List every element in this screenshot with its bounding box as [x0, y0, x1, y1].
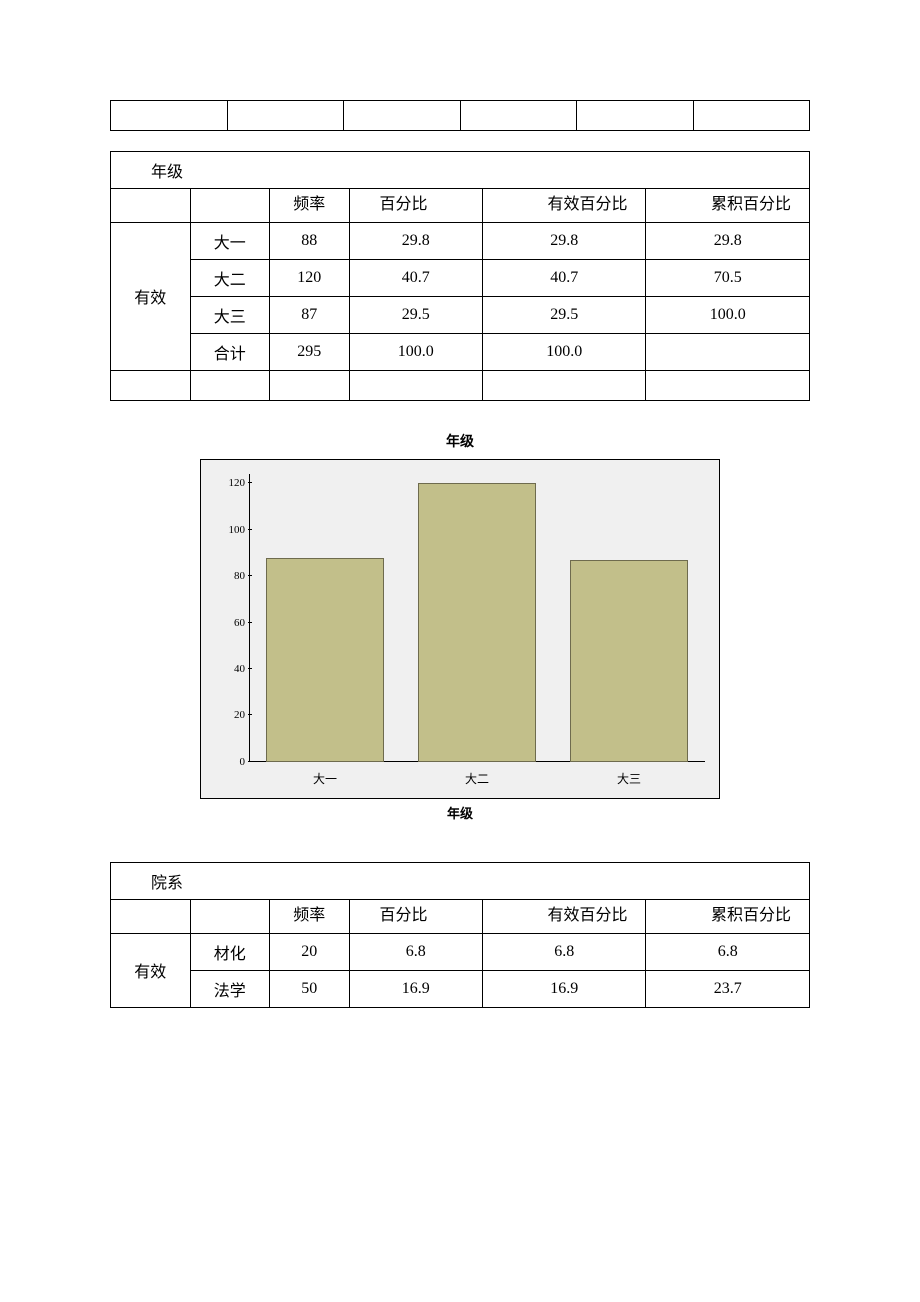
- ytick-label: 60: [201, 617, 245, 629]
- bar: [266, 558, 385, 762]
- col-validpct: 有效百分比: [482, 189, 645, 223]
- col-freq: 频率: [270, 189, 350, 223]
- row-label: 材化: [190, 933, 270, 970]
- table-row: 法学5016.916.923.7: [111, 970, 810, 1007]
- table-row: 大三8729.529.5100.0: [111, 296, 810, 333]
- table-row: 有效大一8829.829.829.8: [111, 222, 810, 259]
- ytick-label: 80: [201, 570, 245, 582]
- table-row: 有效材化206.86.86.8: [111, 933, 810, 970]
- row-label: 大二: [190, 259, 270, 296]
- table-row: 大二12040.740.770.5: [111, 259, 810, 296]
- col-cumpct: 累积百分比: [646, 189, 810, 223]
- grade-table-title: 年级: [111, 152, 810, 189]
- row-label: 大一: [190, 222, 270, 259]
- ytick-label: 20: [201, 709, 245, 721]
- dept-table: 院系 频率 百分比 有效百分比 累积百分比 有效材化206.86.86.8法学5…: [110, 862, 810, 1008]
- dept-table-title: 院系: [111, 862, 810, 899]
- row-label: 合计: [190, 333, 270, 370]
- grade-table: 年级 频率 百分比 有效百分比 累积百分比 有效大一8829.829.829.8…: [110, 151, 810, 401]
- col2-cumpct: 累积百分比: [646, 899, 810, 933]
- xtick-label: 大三: [553, 764, 705, 798]
- valid-label: 有效: [111, 222, 191, 370]
- grade-chart: 年级 www.bdocx.com 大一大二大三 020406080100120 …: [200, 431, 720, 822]
- table-row: 合计295100.0100.0: [111, 333, 810, 370]
- bar: [570, 560, 689, 762]
- row-label: 法学: [190, 970, 270, 1007]
- ytick-label: 40: [201, 663, 245, 675]
- row-label: 大三: [190, 296, 270, 333]
- valid-label: 有效: [111, 933, 191, 1007]
- ytick-label: 100: [201, 524, 245, 536]
- col-pct: 百分比: [349, 189, 482, 223]
- ytick-label: 0: [201, 756, 245, 768]
- xtick-label: 大二: [401, 764, 553, 798]
- ytick-label: 120: [201, 477, 245, 489]
- col2-pct: 百分比: [349, 899, 482, 933]
- bar: [418, 483, 537, 761]
- chart-xlabel: 年级: [200, 803, 720, 822]
- col2-freq: 频率: [270, 899, 350, 933]
- col2-validpct: 有效百分比: [482, 899, 645, 933]
- empty-top-table: [110, 100, 810, 131]
- chart-title: 年级: [200, 431, 720, 451]
- xtick-label: 大一: [249, 764, 401, 798]
